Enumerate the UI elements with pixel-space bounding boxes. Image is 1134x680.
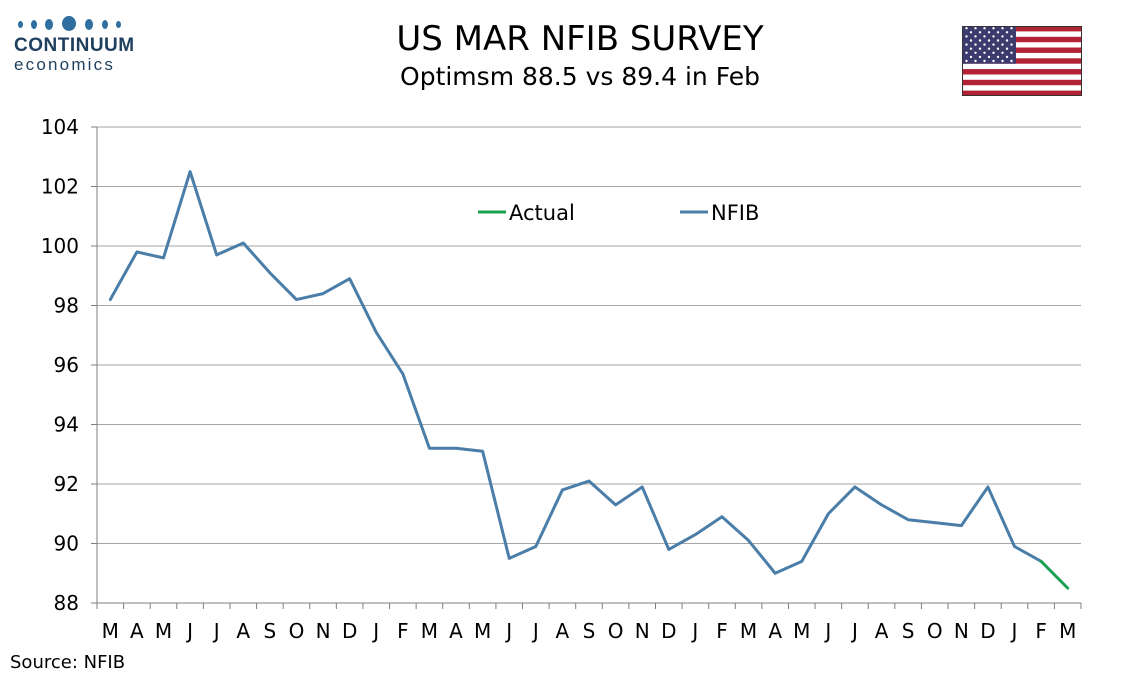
x-tick-label: O <box>608 619 624 643</box>
x-tick-label: O <box>927 619 943 643</box>
us-flag-icon <box>962 26 1082 96</box>
y-tick-label: 88 <box>54 591 79 615</box>
x-tick-label: J <box>185 619 193 643</box>
x-tick-label: D <box>342 619 357 643</box>
legend: Actual NFIB <box>478 201 759 225</box>
y-tick-label: 104 <box>41 115 79 139</box>
y-tick-label: 92 <box>54 472 79 496</box>
chart-title: US MAR NFIB SURVEY <box>396 19 764 59</box>
x-tick-label: A <box>875 619 889 643</box>
x-tick-label: J <box>823 619 831 643</box>
x-tick-label: M <box>155 619 172 643</box>
x-tick-label: N <box>954 619 969 643</box>
x-tick-label: S <box>264 619 277 643</box>
x-tick-label: A <box>449 619 463 643</box>
y-tick-label: 98 <box>54 294 79 318</box>
y-axis-ticks: 88 90 92 94 96 98 100 102 104 <box>41 115 79 615</box>
series-line-nfib <box>108 170 1043 575</box>
x-tick-label: M <box>421 619 438 643</box>
x-tick-label: A <box>236 619 250 643</box>
legend-label-nfib: NFIB <box>711 201 759 225</box>
x-tick-label: D <box>661 619 676 643</box>
x-tick-label: M <box>102 619 119 643</box>
y-tick-label: 96 <box>54 353 79 377</box>
x-tick-label: N <box>635 619 650 643</box>
x-tick-label: M <box>474 619 491 643</box>
x-tick-label: M <box>1059 619 1076 643</box>
logo-name: CONTINUUM <box>14 35 135 56</box>
x-tick-label: F <box>1035 619 1047 643</box>
x-tick-label: J <box>504 619 512 643</box>
y-tick-label: 94 <box>54 413 79 437</box>
legend-label-actual: Actual <box>509 201 575 225</box>
x-tick-label: J <box>850 619 858 643</box>
x-tick-label: A <box>768 619 782 643</box>
x-tick-label: O <box>289 619 305 643</box>
source-note: Source: NFIB <box>10 652 126 673</box>
series-lines <box>108 170 1070 590</box>
series-line-actual <box>1039 559 1070 590</box>
x-tick-label: M <box>793 619 810 643</box>
y-tick-label: 100 <box>41 234 79 258</box>
x-tick-label: J <box>371 619 379 643</box>
axes <box>91 126 1082 609</box>
x-tick-label: A <box>556 619 570 643</box>
x-tick-label: J <box>1010 619 1018 643</box>
x-tick-label: M <box>740 619 757 643</box>
x-tick-label: S <box>583 619 596 643</box>
continuum-economics-logo: CONTINUUM economics <box>14 14 144 74</box>
x-tick-label: F <box>716 619 728 643</box>
x-tick-label: A <box>130 619 144 643</box>
x-tick-label: D <box>980 619 995 643</box>
y-tick-label: 102 <box>41 175 79 199</box>
x-tick-label: J <box>690 619 698 643</box>
x-tick-label: J <box>531 619 539 643</box>
logo-dots-icon <box>14 14 144 36</box>
logo-subtitle: economics <box>14 55 116 74</box>
x-tick-label: F <box>397 619 409 643</box>
x-tick-label: J <box>212 619 220 643</box>
x-tick-label: S <box>902 619 915 643</box>
gridlines <box>97 126 1081 544</box>
y-tick-label: 90 <box>54 532 79 556</box>
x-tick-label: N <box>316 619 331 643</box>
chart-subtitle: Optimsm 88.5 vs 89.4 in Feb <box>400 62 760 91</box>
